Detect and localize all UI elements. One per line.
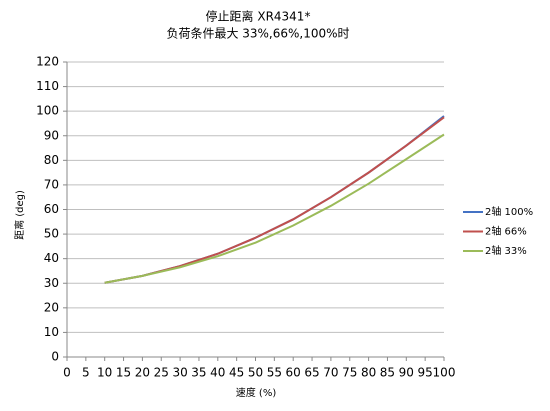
y-tick-label: 40 [44,251,59,265]
x-tick-label: 80 [361,366,376,380]
x-tick-label: 10 [97,366,112,380]
y-tick-label: 80 [44,153,59,167]
x-axis-label: 速度 (%) [236,386,277,399]
x-tick-label: 0 [63,366,71,380]
x-tick-label: 45 [229,366,244,380]
x-tick-label: 55 [267,366,282,380]
legend-label: 2轴 100% [485,205,533,218]
x-tick-label: 70 [323,366,338,380]
x-tick-label: 65 [304,366,319,380]
x-tick-label: 5 [82,366,90,380]
x-tick-label: 60 [286,366,301,380]
y-tick-label: 30 [44,276,59,290]
y-tick-label: 100 [36,104,59,118]
series-line [104,115,445,284]
y-tick-label: 0 [51,350,59,364]
series-line [104,116,445,284]
x-tick-label: 15 [116,366,131,380]
y-tick-label: 70 [44,177,59,191]
x-tick-label: 75 [342,366,357,380]
y-tick-label: 90 [44,128,59,142]
x-tick-label: 95 [418,366,433,380]
x-tick-label: 40 [210,366,225,380]
chart-subtitle: 负荷条件最大 33%,66%,100%时 [166,27,349,41]
x-tick-label: 85 [380,366,395,380]
y-tick-label: 60 [44,202,59,216]
series-line [104,133,445,284]
y-tick-label: 110 [36,79,59,93]
y-tick-label: 50 [44,227,59,241]
x-tick-label: 20 [135,366,150,380]
y-tick-label: 120 [36,55,59,69]
y-tick-label: 20 [44,300,59,314]
legend-label: 2轴 66% [485,225,527,238]
chart-title: 停止距离 XR4341* [206,9,311,24]
y-axis-label: 距离 (deg) [13,190,26,240]
x-tick-label: 35 [191,366,206,380]
legend-label: 2轴 33% [485,244,527,257]
x-tick-label: 100 [433,366,456,380]
x-tick-label: 30 [172,366,187,380]
x-tick-label: 50 [248,366,263,380]
y-tick-label: 10 [44,325,59,339]
x-tick-label: 25 [154,366,169,380]
x-tick-label: 90 [399,366,414,380]
